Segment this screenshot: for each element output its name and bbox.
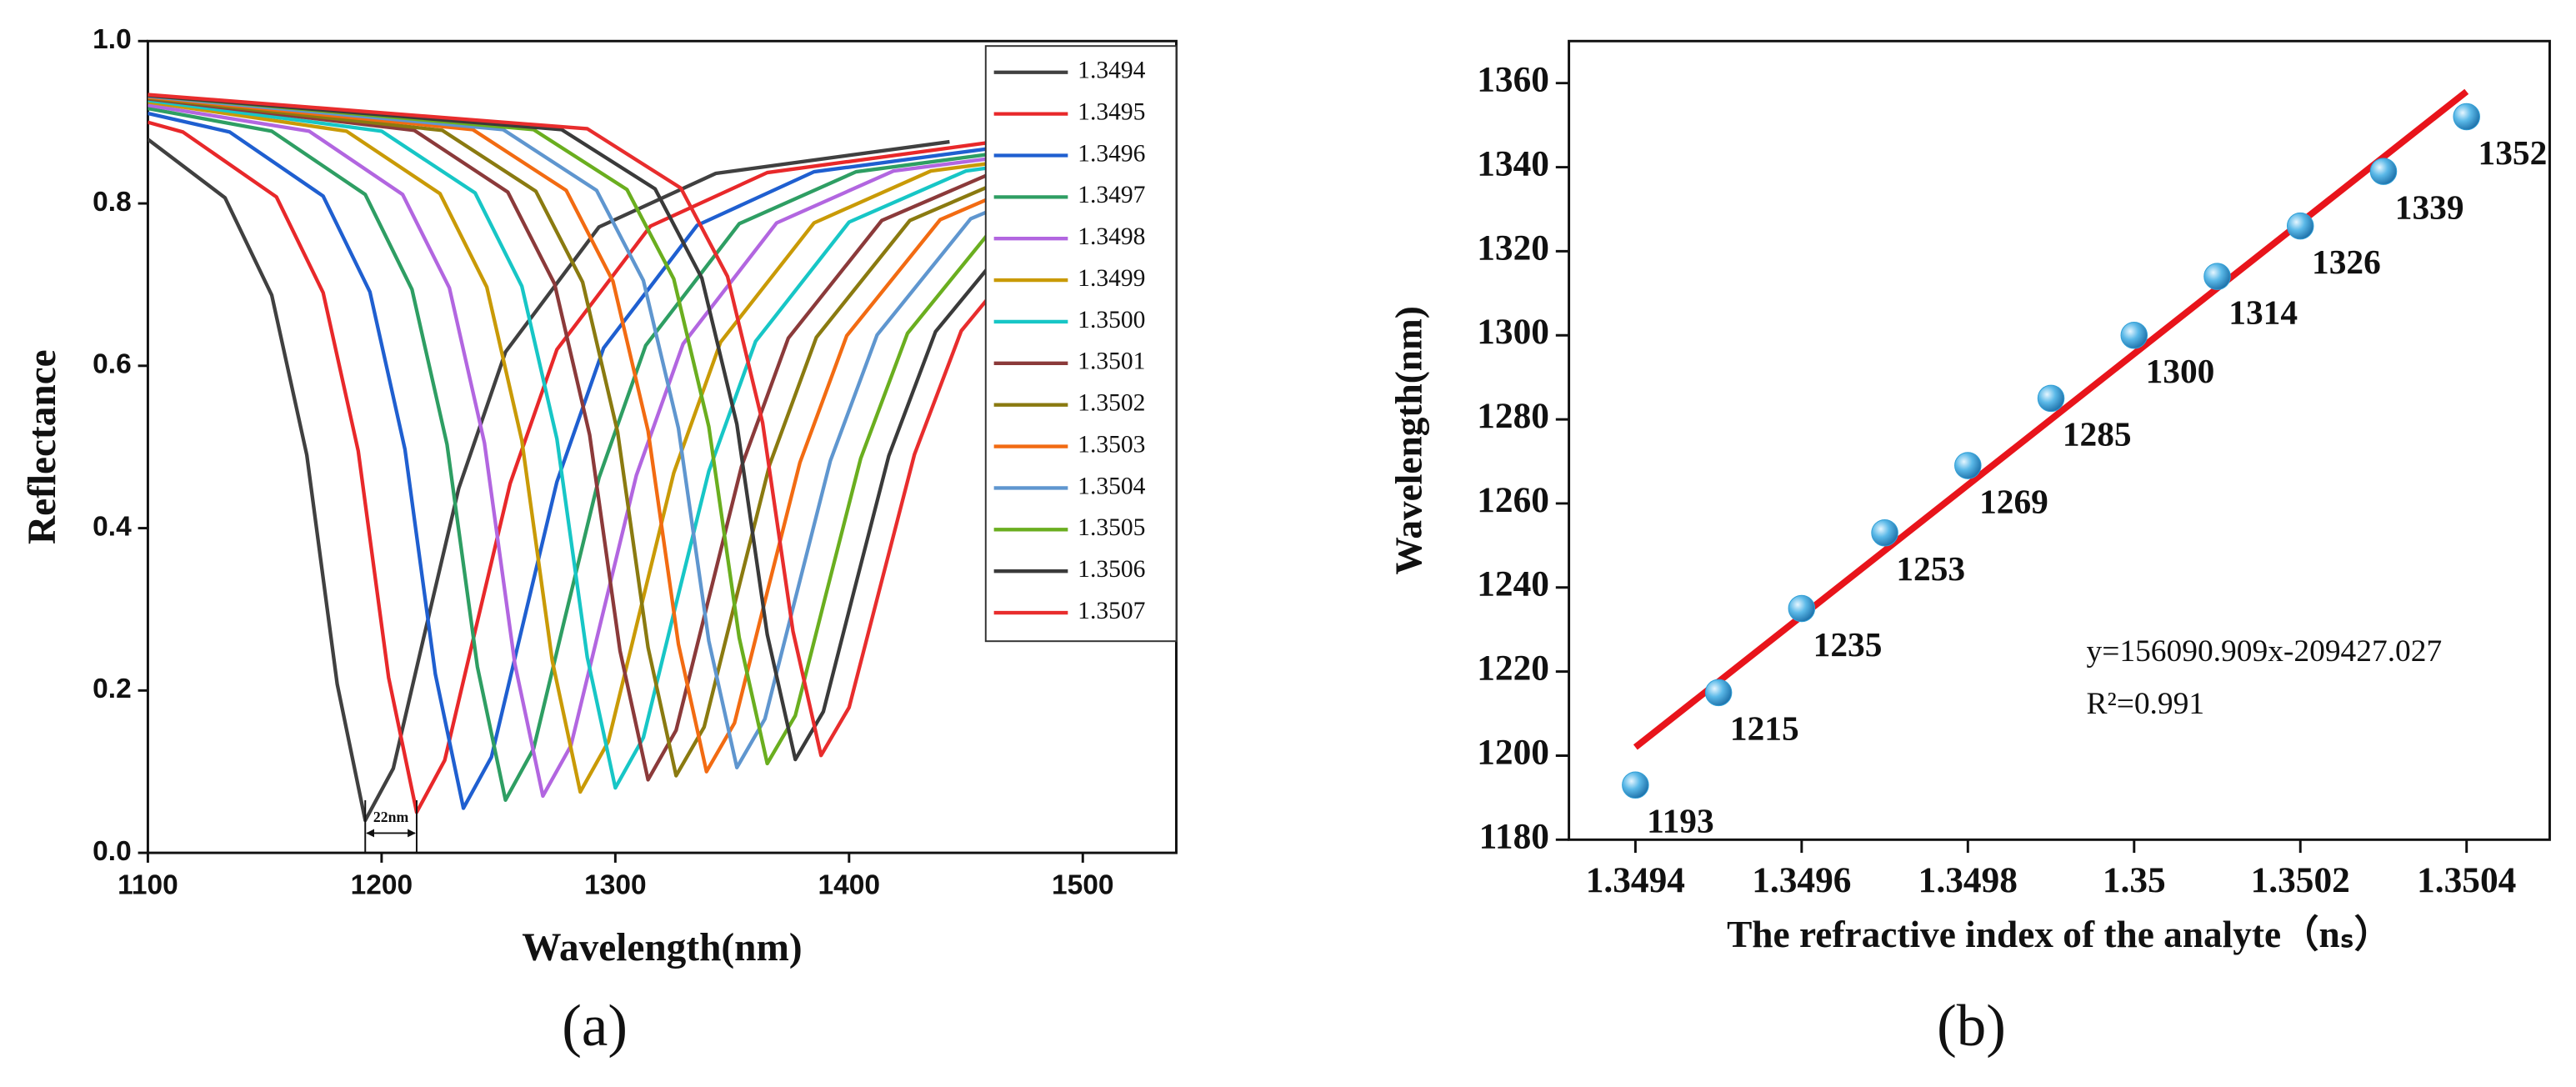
point bbox=[2120, 321, 2148, 349]
point-label: 1215 bbox=[1730, 709, 1799, 748]
point bbox=[2369, 158, 2398, 185]
plot-frame bbox=[1568, 39, 2551, 841]
x-tick-label: 1.35 bbox=[2103, 860, 2166, 900]
equation: y=156090.909x-209427.027 bbox=[2087, 634, 2443, 669]
legend-label: 1.3494 bbox=[1078, 58, 1145, 84]
series-line bbox=[148, 100, 1165, 794]
legend-label: 1.3495 bbox=[1078, 98, 1145, 125]
y-tick-label: 1.0 bbox=[93, 24, 132, 55]
y-tick-label: 0.0 bbox=[93, 836, 132, 867]
x-tick-label: 1.3494 bbox=[1586, 860, 1685, 900]
y-tick-label: 0.4 bbox=[93, 511, 132, 542]
x-tick-label: 1.3502 bbox=[2251, 860, 2350, 900]
point bbox=[2453, 103, 2480, 131]
legend-label: 1.3501 bbox=[1078, 348, 1145, 375]
x-tick-label: 1.3498 bbox=[1918, 860, 2018, 900]
legend-label: 1.3504 bbox=[1078, 473, 1145, 499]
annotation-text: 22nm bbox=[373, 809, 409, 825]
point bbox=[1704, 679, 1733, 707]
legend-label: 1.3502 bbox=[1078, 390, 1145, 417]
y-axis-label: Reflectance bbox=[21, 349, 64, 544]
legend-box bbox=[984, 45, 1178, 643]
x-tick-label: 1400 bbox=[818, 869, 881, 900]
point-label: 1314 bbox=[2228, 293, 2298, 331]
point bbox=[2203, 263, 2231, 290]
y-tick-label: 1280 bbox=[1477, 396, 1549, 436]
y-axis-label: Wavelength(nm) bbox=[1388, 306, 1430, 574]
legend-label: 1.3506 bbox=[1078, 556, 1145, 583]
legend-label: 1.3503 bbox=[1078, 431, 1145, 458]
y-tick-label: 1260 bbox=[1477, 480, 1549, 520]
y-tick-label: 1340 bbox=[1477, 144, 1549, 184]
point bbox=[1788, 594, 1816, 623]
legend-label: 1.3500 bbox=[1078, 307, 1145, 333]
y-tick-label: 1220 bbox=[1477, 649, 1549, 689]
point bbox=[1871, 518, 1898, 547]
curves bbox=[148, 93, 1177, 823]
point bbox=[1622, 771, 1649, 799]
legend-label: 1.3499 bbox=[1078, 265, 1145, 292]
series-line bbox=[148, 120, 1002, 814]
point-label: 1269 bbox=[1979, 482, 2048, 520]
panel-label: (a) bbox=[562, 994, 628, 1059]
y-tick-label: 0.2 bbox=[93, 674, 132, 704]
point-label: 1300 bbox=[2146, 352, 2215, 390]
y-tick-label: 1200 bbox=[1477, 732, 1549, 772]
point-label: 1285 bbox=[2063, 415, 2132, 453]
x-tick-label: 1300 bbox=[584, 869, 647, 900]
series-line bbox=[148, 138, 950, 823]
point-label: 1352 bbox=[2478, 133, 2548, 172]
series-line bbox=[148, 96, 1177, 778]
legend-label: 1.3507 bbox=[1078, 598, 1145, 624]
legend-label: 1.3505 bbox=[1078, 514, 1145, 541]
series-line bbox=[148, 111, 1048, 810]
r-squared: R²=0.991 bbox=[2087, 687, 2205, 721]
series-line bbox=[148, 98, 1177, 790]
panel-label: (b) bbox=[1937, 994, 2006, 1059]
point-label: 1339 bbox=[2395, 188, 2464, 226]
y-tick-label: 1300 bbox=[1477, 312, 1549, 352]
series-line bbox=[148, 95, 1177, 774]
x-axis-label: The refractive index of the analyte（nₛ） bbox=[1727, 913, 2392, 955]
point bbox=[2037, 384, 2065, 413]
x-tick-label: 1200 bbox=[351, 869, 413, 900]
point-label: 1235 bbox=[1813, 625, 1883, 664]
legend-label: 1.3497 bbox=[1078, 182, 1145, 208]
series-line bbox=[148, 94, 1177, 770]
y-tick-label: 0.6 bbox=[93, 349, 132, 380]
point-label: 1193 bbox=[1647, 802, 1713, 840]
y-tick-label: 1180 bbox=[1479, 816, 1549, 856]
x-tick-label: 1.3496 bbox=[1752, 860, 1851, 900]
series-line bbox=[148, 106, 1090, 802]
legend-label: 1.3496 bbox=[1078, 140, 1145, 167]
point-label: 1326 bbox=[2312, 243, 2381, 281]
series-line bbox=[148, 93, 1173, 758]
x-tick-label: 1.3504 bbox=[2417, 860, 2516, 900]
series-line bbox=[148, 103, 1128, 799]
point-label: 1253 bbox=[1896, 549, 1965, 588]
x-tick-label: 1100 bbox=[118, 869, 178, 900]
point bbox=[1954, 452, 1982, 479]
point bbox=[2286, 212, 2314, 240]
series-line bbox=[148, 97, 1177, 782]
x-tick-label: 1500 bbox=[1052, 869, 1114, 900]
x-axis-label: Wavelength(nm) bbox=[522, 926, 802, 969]
legend-label: 1.3498 bbox=[1078, 223, 1145, 250]
y-tick-label: 0.8 bbox=[93, 187, 132, 218]
fit-line bbox=[1633, 88, 2469, 750]
y-tick-label: 1240 bbox=[1477, 564, 1549, 604]
y-tick-label: 1360 bbox=[1477, 60, 1549, 100]
y-tick-label: 1320 bbox=[1477, 228, 1549, 268]
